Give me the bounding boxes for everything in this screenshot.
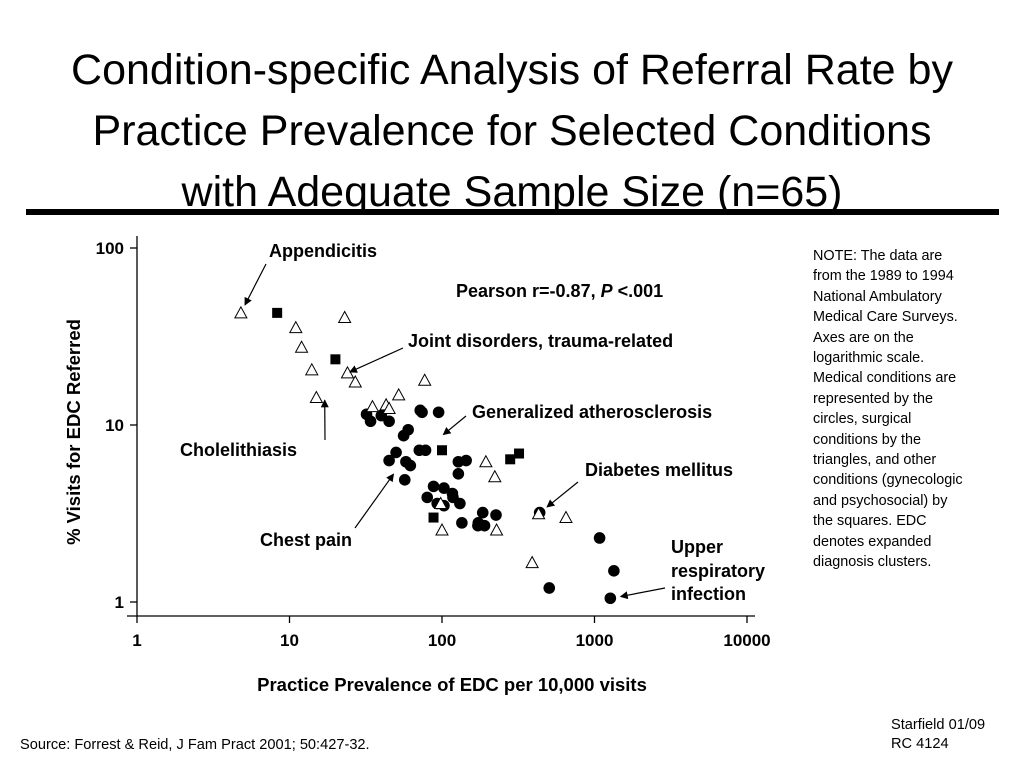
note-text: NOTE: The data are from the 1989 to 1994… — [813, 248, 963, 571]
square-point — [428, 512, 439, 523]
square-point — [272, 307, 283, 318]
annotation-arrow — [244, 263, 267, 306]
triangle-point — [304, 362, 319, 376]
annotations: Appendicitis Joint disorders, trauma-rela… — [180, 241, 765, 604]
triangle-point — [391, 387, 406, 401]
source-citation: Source: Forrest & Reid, J Fam Pract 2001… — [20, 737, 370, 753]
triangle-point — [234, 305, 248, 319]
x-tick-label: 10000 — [723, 631, 770, 650]
annotation-arrow — [442, 415, 467, 436]
annotation-label: Cholelithiasis — [180, 440, 297, 460]
circle-point — [543, 582, 556, 594]
annotation-arrow — [546, 481, 579, 508]
square-point — [505, 454, 516, 465]
x-tick-label: 1000 — [576, 631, 614, 650]
y-axis-label: % Visits for EDC Referred — [63, 319, 84, 545]
triangle-point — [433, 496, 448, 510]
x-tick-label: 1 — [132, 631, 141, 650]
triangle-point — [365, 399, 380, 413]
annotation-label: Generalized atherosclerosis — [472, 402, 712, 422]
square-point — [437, 445, 447, 456]
credit-line-1: Starfield 01/09 — [891, 717, 986, 733]
triangle-point — [525, 555, 539, 569]
annotation-arrow — [349, 347, 404, 373]
title-line-3: with Adequate Sample Size (n=65) — [181, 168, 843, 216]
credit-line-2: RC 4124 — [891, 736, 949, 752]
stat-suffix: <.001 — [613, 281, 664, 301]
x-axis-label: Practice Prevalence of EDC per 10,000 vi… — [257, 674, 647, 695]
title-line-2: Practice Prevalence for Selected Conditi… — [92, 107, 932, 155]
y-tick-label: 10 — [105, 416, 124, 435]
triangle-point — [382, 401, 396, 414]
triangle-point — [348, 374, 363, 388]
circle-point — [456, 517, 468, 529]
annotation-label: Upper — [671, 537, 723, 557]
y-tick-label: 1 — [115, 593, 124, 612]
circle-point — [427, 480, 440, 493]
circle-point — [490, 509, 502, 521]
circle-point — [421, 491, 434, 504]
square-point — [330, 354, 341, 365]
triangle-point — [435, 522, 449, 536]
annotation-arrow — [354, 473, 395, 529]
circle-point — [383, 454, 395, 467]
x-tick-label: 100 — [428, 631, 456, 650]
circle-point — [432, 406, 445, 419]
triangle-point — [309, 390, 324, 404]
annotation-label: infection — [671, 584, 746, 604]
pearson-stat: Pearson r=-0.87, P <.001 — [456, 281, 663, 301]
triangle-point — [531, 506, 546, 520]
data-points — [234, 305, 620, 605]
triangle-point — [294, 340, 309, 353]
triangle-point — [417, 373, 432, 386]
stat-prefix: Pearson r=-0.87, — [456, 281, 601, 301]
scatter-chart: 1 10 100 1000 10000 1 10 100 Appendicitis Joint … — [63, 236, 771, 695]
triangle-point — [559, 510, 573, 524]
triangle-point — [340, 365, 355, 379]
circle-point — [364, 415, 377, 428]
triangle-point — [288, 320, 303, 334]
stat-p-symbol: P — [601, 281, 614, 301]
circle-point — [452, 468, 465, 480]
square-point — [514, 448, 525, 459]
circle-point — [608, 565, 620, 577]
annotation-label: Chest pain — [260, 530, 352, 550]
circle-point — [476, 506, 489, 519]
circle-point — [460, 454, 472, 467]
circle-point — [472, 519, 484, 532]
annotation-label: Diabetes mellitus — [585, 460, 733, 480]
circle-point — [604, 592, 617, 605]
circle-point — [398, 474, 411, 486]
annotation-label: Appendicitis — [269, 241, 377, 261]
circle-point — [438, 482, 450, 494]
slide-title: Condition-specific Analysis of Referral … — [20, 40, 1004, 223]
annotation-label: respiratory — [671, 561, 765, 581]
circle-point — [390, 446, 402, 459]
title-line-1: Condition-specific Analysis of Referral … — [71, 46, 953, 94]
credit-block: Starfield 01/09 RC 4124 — [891, 716, 985, 754]
circle-point — [454, 497, 466, 510]
title-divider — [26, 209, 999, 215]
circle-point — [402, 423, 414, 436]
circle-point — [419, 444, 432, 457]
triangle-point — [487, 469, 502, 483]
annotation-arrow — [619, 587, 666, 600]
circle-point — [414, 404, 427, 417]
circle-point — [593, 532, 606, 544]
y-tick-label: 100 — [96, 239, 124, 258]
triangle-point — [489, 522, 504, 536]
triangle-point — [337, 310, 352, 323]
triangle-point — [479, 454, 493, 468]
axes: 1 10 100 1000 10000 1 10 100 — [96, 236, 771, 650]
circle-point — [383, 415, 395, 428]
annotation-label: Joint disorders, trauma-related — [408, 331, 673, 351]
circle-point — [400, 455, 412, 468]
x-tick-label: 10 — [280, 631, 299, 650]
